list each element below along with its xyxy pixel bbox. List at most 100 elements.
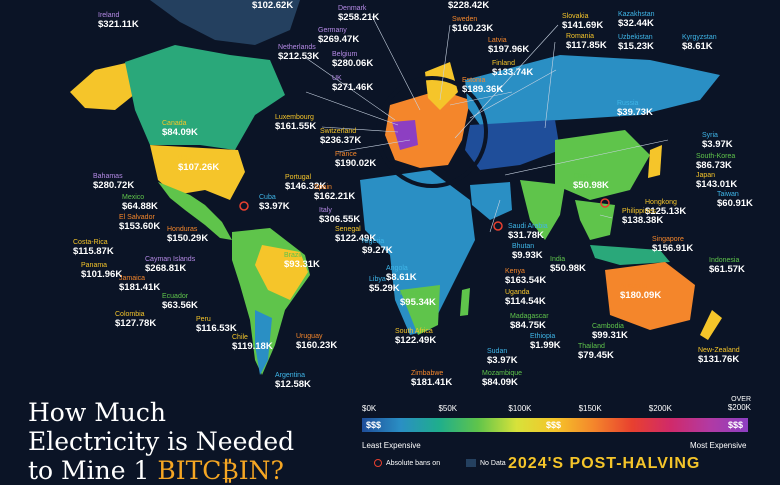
scale-caption-low: Least Expensive bbox=[362, 441, 421, 450]
world-map bbox=[70, 0, 722, 375]
ban-icon bbox=[374, 459, 382, 467]
land-usa bbox=[150, 145, 245, 200]
label-nigeria: Nigeria $9.27K bbox=[362, 238, 393, 256]
scale-tick-last: OVER $200K bbox=[727, 396, 751, 412]
land-indonesia bbox=[590, 245, 670, 265]
land-new-zealand bbox=[700, 310, 722, 340]
label-estonia: Estonia $189.36K bbox=[462, 77, 504, 95]
land-central-asia bbox=[465, 120, 560, 170]
land-europe-west bbox=[392, 120, 418, 150]
title-line-2: Electricity is Needed bbox=[28, 427, 295, 456]
label-cuba: Cuba $3.97K bbox=[259, 194, 290, 212]
land-mexico bbox=[158, 182, 232, 240]
land-scandinavia bbox=[425, 62, 458, 110]
scale-tick: $0K bbox=[362, 404, 377, 413]
label-syria: Syria $3.97K bbox=[702, 132, 733, 150]
label-peru: Peru $116.53K bbox=[196, 316, 237, 334]
label-germany: Germany $269.47K bbox=[318, 27, 360, 45]
label-romania: Romania $117.85K bbox=[566, 33, 607, 51]
scale-tick: $50K bbox=[438, 404, 458, 413]
title-line-3: to Mine 1 BITC₿IN? bbox=[28, 456, 284, 485]
scale-tick: $200K bbox=[648, 404, 672, 413]
land-se-asia bbox=[575, 200, 615, 240]
label-ecuador: Ecuador $63.56K bbox=[162, 293, 198, 311]
leader-lines bbox=[305, 15, 669, 233]
scale-symbol-high: $$$ bbox=[728, 420, 744, 430]
nodata-swatch bbox=[466, 459, 476, 467]
land-china bbox=[555, 130, 650, 200]
label-uruguay: Uruguay $160.23K bbox=[296, 333, 338, 351]
label-portugal: Portugal $146.32K bbox=[285, 174, 327, 192]
land-brazil bbox=[255, 245, 308, 300]
europe-focus-ring bbox=[376, 76, 488, 188]
scale-caption-high: Most Expensive bbox=[690, 441, 747, 450]
legend-nodata: No Data bbox=[466, 459, 506, 467]
color-scale-bar bbox=[362, 418, 748, 432]
land-africa-south bbox=[400, 285, 440, 335]
label-singapore: Singapore $156.91K bbox=[652, 236, 694, 254]
label-italy: Italy $306.55K bbox=[319, 207, 361, 225]
scale-tick: $150K bbox=[578, 404, 602, 413]
label-france: France $190.02K bbox=[335, 151, 377, 169]
label-sweden: Sweden $160.23K bbox=[452, 16, 494, 34]
label-bhutan: Bhutan $9.93K bbox=[512, 243, 543, 261]
label-madagascar: Madagascar $84.75K bbox=[510, 313, 549, 331]
label-mozambique: Mozambique $84.09K bbox=[482, 370, 523, 388]
label-jamaica: Jamaica $181.41K bbox=[119, 275, 161, 293]
label-senegal: Senegal $122.49K bbox=[335, 226, 377, 244]
title-line-1: How Much bbox=[28, 398, 167, 427]
scale-symbol-mid: $$$ bbox=[546, 420, 562, 430]
label-namibia: Namibia $95.34K bbox=[400, 290, 436, 308]
label-argentina: Argentina $12.58K bbox=[275, 372, 311, 390]
label-denmark: Denmark $258.21K bbox=[338, 5, 380, 23]
label-chile: Chile $119.18K bbox=[232, 334, 273, 352]
label-belgium: Belgium $280.06K bbox=[332, 51, 374, 69]
land-india bbox=[520, 180, 565, 240]
page-title: How Much Electricity is Needed to Mine 1… bbox=[28, 398, 294, 485]
label-south-africa: South Africa $122.49K bbox=[395, 328, 437, 346]
label-costa-rica: Costa-Rica $115.87K bbox=[73, 239, 114, 257]
label-russia: Russia $39.73K bbox=[617, 100, 653, 118]
label-japan: Japan $143.01K bbox=[696, 172, 738, 190]
label-brazil: Brazil $93.31K bbox=[284, 252, 320, 270]
scale-symbol-low: $$$ bbox=[366, 420, 382, 430]
label-cambodia: Cambodia $99.31K bbox=[592, 323, 628, 341]
land-japan bbox=[648, 145, 662, 178]
label-kyrgyzstan: Kyrgyzstan $8.61K bbox=[682, 34, 717, 52]
label-cayman-islands: Cayman Islands $268.81K bbox=[145, 256, 196, 274]
label-country: $228.42K bbox=[448, 0, 490, 11]
land-russia bbox=[465, 55, 720, 125]
label-finland: Finland $133.74K bbox=[492, 60, 534, 78]
label-canada: Canada $84.09K bbox=[162, 120, 198, 138]
label-country: $102.62K bbox=[252, 0, 294, 11]
label-angola: Angola $8.61K bbox=[386, 265, 417, 283]
label-el-salvador: El Salvador $153.60K bbox=[119, 214, 161, 232]
label-bahamas: Bahamas $280.72K bbox=[93, 173, 135, 191]
label-sudan: Sudan $3.97K bbox=[487, 348, 518, 366]
land-canada bbox=[125, 45, 285, 150]
label-kazakhstan: Kazakhstan $32.44K bbox=[618, 11, 655, 29]
label-south-korea: South-Korea $86.73K bbox=[696, 153, 736, 171]
label-zimbabwe: Zimbabwe $181.41K bbox=[411, 370, 453, 388]
land-alaska bbox=[70, 62, 140, 110]
land-arabia bbox=[470, 182, 512, 220]
label-thailand: Thailand $79.45K bbox=[578, 343, 614, 361]
land-europe bbox=[385, 90, 470, 168]
label-saudi-arabia: Saudi Arabia $31.78K bbox=[508, 223, 548, 241]
label-mexico: Mexico $64.88K bbox=[122, 194, 158, 212]
label-new-zealand: New-Zealand $131.76K bbox=[698, 347, 740, 365]
land-australia bbox=[605, 262, 695, 330]
label-luxembourg: Luxembourg $161.55K bbox=[275, 114, 317, 132]
legend-ban: Absolute bans on bbox=[374, 459, 440, 467]
scale-tick: $100K bbox=[508, 404, 532, 413]
label-philippines: Philippines $138.38K bbox=[622, 208, 664, 226]
label-panama: Panama $101.96K bbox=[81, 262, 123, 280]
label-latvia: Latvia $197.96K bbox=[488, 37, 530, 55]
label-switzerland: Switzerland $236.37K bbox=[320, 128, 362, 146]
label-uganda: Uganda $114.54K bbox=[505, 289, 546, 307]
label-slovakia: Slovakia $141.69K bbox=[562, 13, 604, 31]
label-uzbekistan: Uzbekistan $15.23K bbox=[618, 34, 654, 52]
label-kenya: Kenya $163.54K bbox=[505, 268, 547, 286]
label-usa: USA $107.26K bbox=[178, 155, 220, 173]
land-argentina bbox=[255, 310, 272, 375]
